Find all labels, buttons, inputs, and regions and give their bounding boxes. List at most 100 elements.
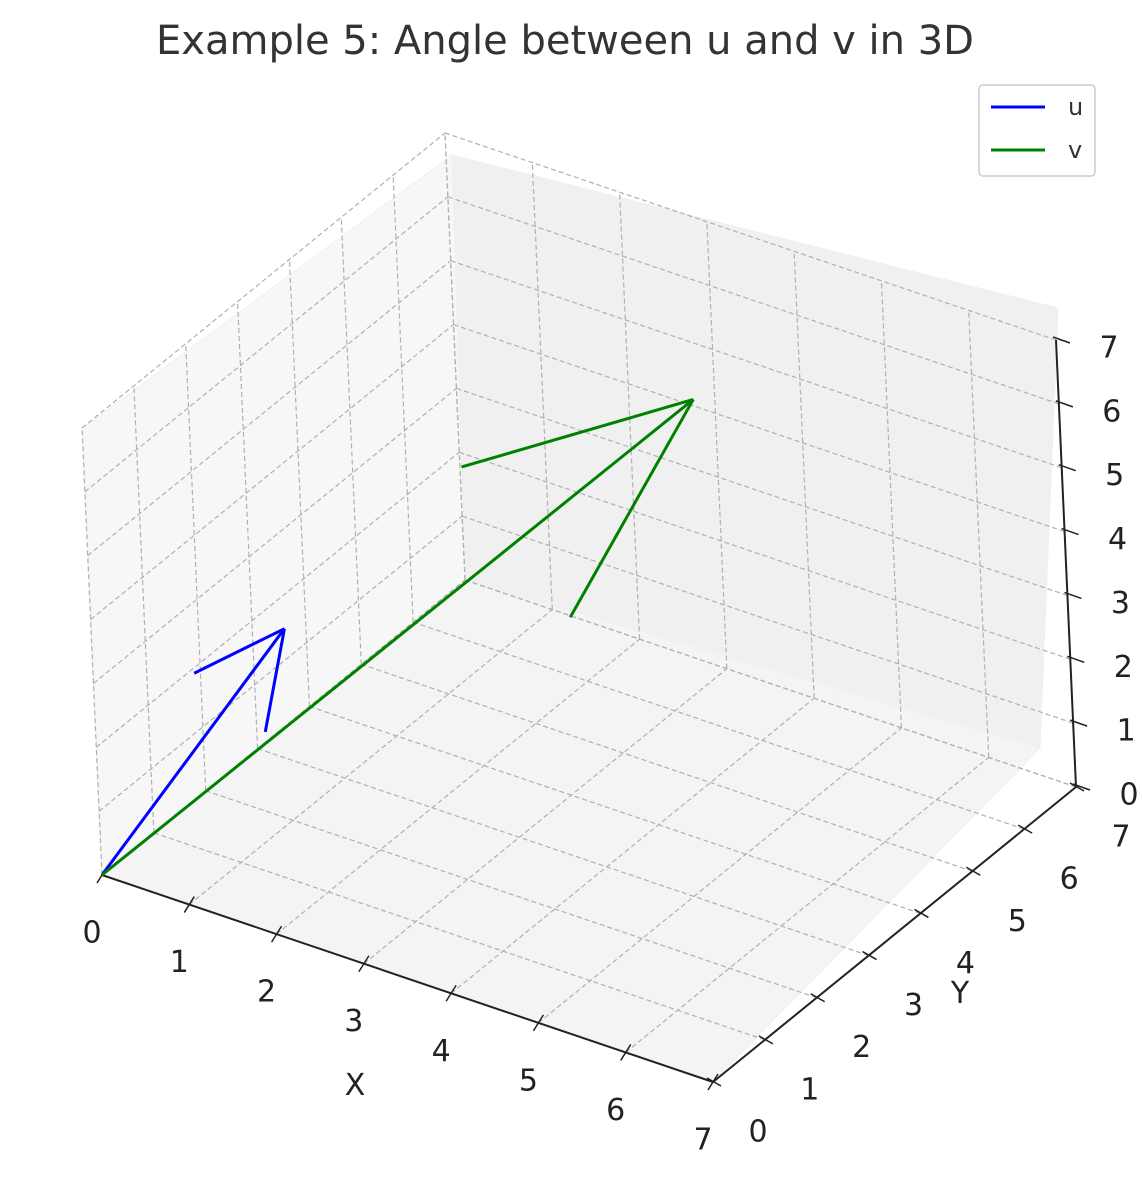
x-tick-label: 6 — [606, 1093, 625, 1128]
grid-line-side-z — [98, 515, 463, 812]
grid-line-back-z — [447, 196, 1060, 405]
y-tick-label: 4 — [956, 946, 975, 981]
x-tick-label: 7 — [693, 1123, 712, 1158]
legend-label-u: u — [1068, 93, 1083, 121]
vector-v-head — [461, 397, 694, 469]
vector-v-shaft — [101, 398, 695, 877]
x-tick-mark — [358, 955, 370, 973]
grid-line-floor-x — [188, 609, 553, 906]
vector-series — [100, 397, 695, 877]
grid-line-side-y — [133, 385, 155, 833]
z-tick-label: 3 — [1111, 586, 1130, 621]
grid-line-back-z — [450, 260, 1062, 469]
z-tick-mark — [1058, 464, 1076, 472]
grid-line-floor-x — [363, 668, 728, 965]
z-axis-line — [1055, 339, 1077, 788]
y-tick-label: 1 — [800, 1072, 819, 1107]
grid-line-side-z — [84, 196, 449, 493]
legend-label-v: v — [1068, 136, 1082, 164]
y-tick-label: 5 — [1008, 904, 1027, 939]
z-tick-mark — [1061, 527, 1079, 536]
grid-line-floor-x — [276, 638, 640, 935]
vector-u-head — [263, 628, 286, 733]
y-tick-mark — [914, 908, 929, 919]
y-tick-mark — [965, 866, 981, 876]
y-tick-label: 2 — [852, 1030, 871, 1065]
grid-line-side-z — [81, 132, 446, 429]
x-tick-label: 0 — [82, 916, 101, 951]
z-tick-label: 2 — [1114, 650, 1133, 685]
z-tick-mark — [1064, 591, 1082, 600]
z-tick-label: 4 — [1108, 522, 1127, 557]
y-tick-label: 6 — [1060, 862, 1079, 897]
y-tick-mark — [706, 1077, 722, 1087]
grid-line-back-z — [459, 451, 1071, 660]
grid-line-floor-x — [450, 697, 815, 994]
x-tick-mark — [620, 1044, 632, 1061]
z-tick-mark — [1067, 655, 1085, 663]
grid-line-back-z — [453, 324, 1065, 533]
grid-line-floor-y — [464, 579, 1077, 788]
grid-line-floor-y — [205, 790, 817, 999]
x-tick-mark — [270, 925, 283, 943]
y-tick-label: 3 — [904, 988, 923, 1023]
z-tick-label: 0 — [1119, 778, 1138, 813]
y-tick-mark — [862, 950, 877, 961]
x-tick-label: 4 — [432, 1034, 451, 1069]
grid-line-side-z — [95, 451, 460, 748]
grid-line-side-y — [81, 427, 103, 876]
grid-line-side-y — [236, 301, 259, 749]
grid-line-floor-y — [153, 832, 766, 1041]
y-tick-mark — [810, 993, 826, 1003]
vector-u-head — [193, 627, 286, 675]
grid-line-floor-y — [361, 663, 973, 872]
grid-line-side-z — [87, 260, 452, 557]
x-axis-label: X — [345, 1068, 366, 1103]
x-tick-label: 1 — [170, 945, 189, 980]
z-tick-label: 7 — [1099, 331, 1118, 366]
grid-line-side-z — [90, 324, 454, 621]
y-axis-line — [712, 786, 1077, 1083]
grid-line-floor-y — [257, 748, 869, 957]
x-tick-mark — [445, 984, 457, 1002]
axis-panes — [82, 154, 1059, 1083]
axis-lines — [101, 339, 1077, 1083]
y-tick-mark — [758, 1035, 774, 1045]
y-tick-label: 0 — [748, 1115, 767, 1150]
vector-u-shaft — [100, 627, 286, 876]
z-tick-mark — [1072, 783, 1091, 791]
grid-line-back-x — [880, 280, 903, 728]
x-tick-label: 3 — [344, 1004, 363, 1039]
legend: u v — [978, 84, 1096, 177]
chart-title: Example 5: Angle between u and v in 3D — [156, 18, 974, 64]
z-tick-label: 1 — [1117, 714, 1136, 749]
x-tick-label: 5 — [519, 1063, 538, 1098]
grid-line-floor-x — [538, 727, 902, 1024]
z-tick-mark — [1055, 400, 1074, 408]
x-tick-mark — [183, 896, 195, 913]
grid-line-back-z — [461, 515, 1074, 724]
y-tick-mark — [1069, 782, 1085, 792]
grid-line-back-z — [456, 387, 1068, 596]
grid-line-back-x — [531, 162, 553, 610]
z-tick-mark — [1069, 719, 1088, 727]
y-axis-label: Y — [950, 976, 970, 1011]
grid-line-back-x — [706, 221, 728, 669]
grid-line-back-x — [618, 192, 641, 640]
grid-line-side-y — [288, 259, 311, 707]
grid-line-side-z — [93, 387, 457, 684]
grid-line-floor-y — [309, 705, 921, 914]
z-tick-label: 5 — [1105, 458, 1124, 493]
x-axis-line — [101, 874, 714, 1083]
y-tick-mark — [1017, 824, 1033, 834]
grid-line-floor-x — [625, 756, 990, 1053]
grid-line-back-x — [968, 310, 990, 758]
grid-line-back-x — [793, 251, 815, 699]
z-tick-label: 6 — [1102, 394, 1121, 429]
vector-v-head — [568, 398, 695, 618]
x-tick-label: 2 — [257, 975, 276, 1010]
grid-line-side-y — [444, 132, 466, 581]
z-tick-mark — [1052, 336, 1071, 344]
